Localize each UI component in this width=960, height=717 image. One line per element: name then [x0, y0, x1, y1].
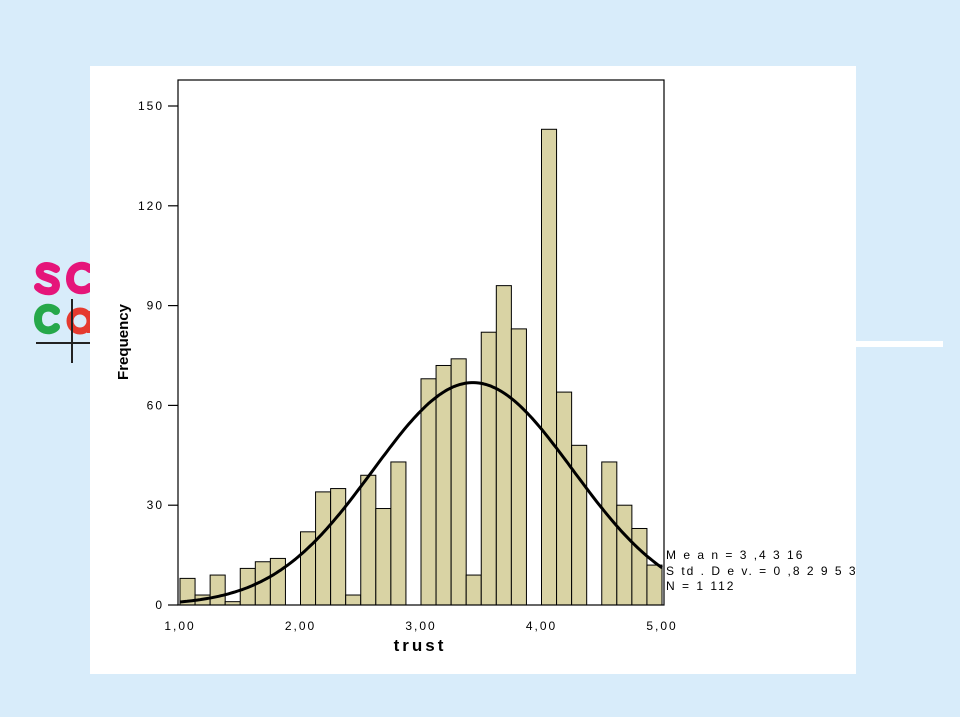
- histogram-bar: [269, 557, 286, 606]
- histogram-bar: [465, 574, 482, 606]
- plot-frame: [177, 79, 665, 606]
- histogram-bar: [435, 364, 452, 606]
- y-tick-label: 0: [155, 598, 164, 612]
- histogram-bar: [601, 461, 618, 606]
- histogram-bar: [330, 488, 347, 606]
- histogram-chart: 0 30 60 90 120 150 1,00 2,00 3,00 4,00 5,00 Frequ…: [115, 79, 856, 655]
- histogram-bar: [390, 461, 407, 606]
- x-tick-label: 3,00: [405, 619, 436, 633]
- histogram-bar: [616, 504, 633, 606]
- histogram-bar: [631, 527, 648, 606]
- histogram-bar: [420, 378, 437, 606]
- histogram-bar: [556, 391, 573, 606]
- y-tick-label: 150: [138, 99, 164, 113]
- histogram-bar: [315, 491, 332, 606]
- histogram-bar: [450, 358, 467, 606]
- decorative-stripe: [855, 341, 943, 347]
- histogram-bar: [541, 128, 558, 606]
- x-axis-label: trust: [394, 636, 447, 655]
- y-axis: 0 30 60 90 120 150: [138, 99, 178, 612]
- stat-n: N = 1 112: [666, 579, 735, 593]
- logo-letter-c-green: [33, 303, 60, 335]
- stats-box: M e a n = 3 ,4 3 16 S td . D e v. = 0 ,8…: [666, 548, 856, 593]
- logo-letter-s: [34, 262, 61, 296]
- y-tick-label: 120: [138, 199, 164, 213]
- normal-curve: [179, 381, 663, 604]
- socsci-logo-icon: [33, 255, 94, 365]
- y-tick-label: 60: [147, 398, 164, 412]
- histogram-bar: [209, 574, 226, 606]
- x-tick-label: 5,00: [646, 619, 677, 633]
- x-tick-label: 1,00: [164, 619, 195, 633]
- histogram-bar: [510, 328, 527, 606]
- x-tick-label: 2,00: [285, 619, 316, 633]
- histogram-bar: [646, 564, 663, 606]
- x-axis: 1,00 2,00 3,00 4,00 5,00: [164, 619, 677, 633]
- x-tick-label: 4,00: [526, 619, 557, 633]
- histogram-bar: [495, 285, 512, 606]
- y-tick-label: 30: [147, 498, 164, 512]
- histogram-bar: [480, 331, 497, 606]
- y-axis-label: Frequency: [115, 303, 132, 380]
- histogram-bar: [360, 474, 377, 606]
- chart-panel: 0 30 60 90 120 150 1,00 2,00 3,00 4,00 5,00 Frequ…: [90, 66, 856, 674]
- stat-stddev: S td . D e v. = 0 ,8 2 9 5 3: [666, 564, 856, 578]
- histogram-bar: [345, 594, 362, 606]
- y-tick-label: 90: [147, 299, 164, 313]
- bars-group: [179, 128, 663, 606]
- histogram-bar: [375, 508, 392, 606]
- logo-letter-c-top: [65, 261, 94, 295]
- stat-mean: M e a n = 3 ,4 3 16: [666, 548, 804, 562]
